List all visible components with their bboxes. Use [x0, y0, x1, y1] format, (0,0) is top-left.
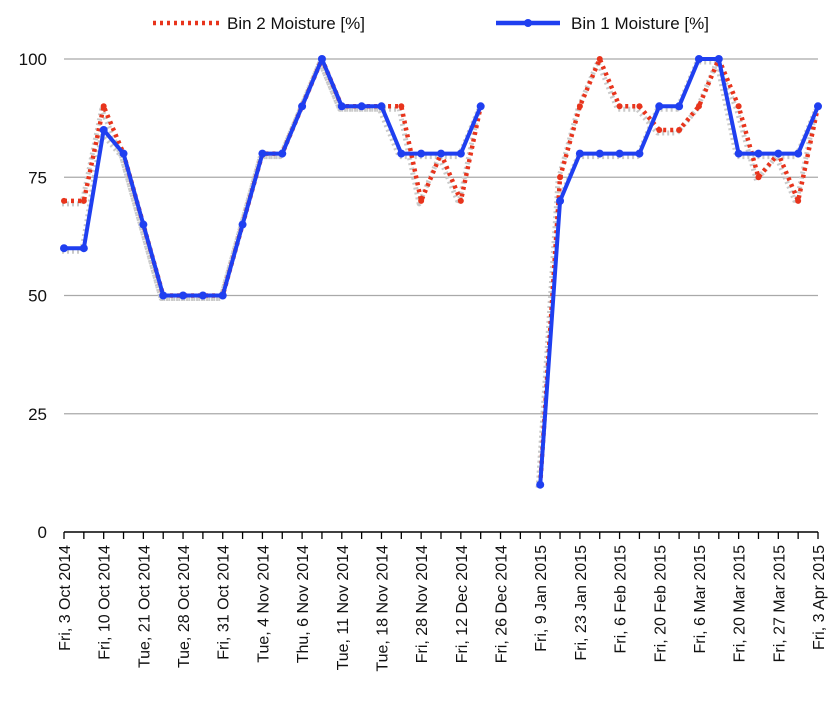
x-tick-label: Fri, 10 Oct 2014 — [97, 545, 114, 660]
y-tick-label: 0 — [38, 523, 47, 542]
x-tick-label: Fri, 12 Dec 2014 — [454, 545, 471, 663]
data-point-bin1 — [317, 55, 326, 63]
data-point-bin2 — [576, 103, 583, 110]
data-point-bin2 — [398, 103, 405, 110]
data-point-bin1 — [278, 149, 287, 158]
x-tick-label: Fri, 27 Mar 2015 — [771, 545, 788, 662]
y-tick-label: 50 — [28, 287, 47, 306]
data-point-bin1 — [754, 149, 763, 158]
data-point-bin1 — [198, 291, 207, 300]
x-tick-label: Fri, 6 Mar 2015 — [692, 545, 709, 654]
y-tick-label: 25 — [28, 405, 47, 424]
series-lines — [60, 55, 822, 489]
x-tick-label: Fri, 6 Feb 2015 — [613, 545, 630, 654]
data-point-bin1 — [258, 149, 267, 158]
x-tick-label: Tue, 21 Oct 2014 — [136, 545, 153, 668]
data-point-bin1 — [437, 149, 445, 158]
data-point-bin1 — [456, 149, 465, 158]
data-point-bin1 — [60, 244, 68, 253]
x-tick-label: Tue, 11 Nov 2014 — [335, 545, 352, 671]
data-point-bin1 — [377, 102, 386, 111]
gridlines — [64, 58, 818, 415]
data-point-bin1 — [675, 102, 684, 111]
data-point-bin2 — [656, 126, 663, 133]
data-point-bin1 — [179, 291, 188, 300]
x-tick-label: Fri, 31 Oct 2014 — [216, 545, 233, 660]
series-shadow — [535, 59, 819, 488]
data-point-bin2 — [596, 56, 603, 62]
x-axis — [63, 531, 819, 539]
data-point-bin1 — [556, 196, 565, 205]
x-tick-label: Fri, 26 Dec 2014 — [494, 545, 511, 663]
data-point-bin2 — [61, 197, 67, 204]
data-point-bin1 — [575, 149, 584, 158]
data-point-bin1 — [357, 102, 366, 111]
legend-label-bin2: Bin 2 Moisture [%] — [227, 14, 365, 33]
data-point-bin1 — [476, 102, 485, 111]
x-tick-label: Fri, 28 Nov 2014 — [414, 545, 431, 663]
y-tick-labels: 0 25 50 75 100 — [19, 50, 47, 542]
data-point-bin1 — [159, 291, 168, 300]
data-point-bin1 — [734, 149, 743, 158]
data-point-bin1 — [615, 149, 624, 158]
data-point-bin1 — [655, 102, 664, 111]
data-point-bin1 — [238, 220, 247, 229]
data-point-bin2 — [457, 197, 464, 204]
data-point-bin2 — [557, 174, 564, 181]
data-point-bin1 — [417, 149, 426, 158]
data-point-bin1 — [714, 55, 723, 63]
data-point-bin1 — [337, 102, 346, 111]
x-tick-labels: Fri, 3 Oct 2014 Fri, 10 Oct 2014 Tue, 21 O… — [57, 545, 828, 672]
x-tick-label: Tue, 4 Nov 2014 — [255, 545, 272, 663]
x-tick-label: Tue, 18 Nov 2014 — [374, 545, 391, 672]
data-point-bin1 — [536, 480, 545, 489]
data-point-bin1 — [397, 149, 406, 158]
data-point-bin1 — [595, 149, 604, 158]
data-point-bin2 — [735, 103, 742, 110]
y-tick-label: 75 — [28, 168, 47, 187]
data-point-bin1 — [79, 244, 88, 253]
data-point-bin2 — [695, 103, 702, 110]
data-point-bin1 — [119, 149, 128, 158]
data-point-bin1 — [814, 102, 822, 111]
series-shadow — [62, 59, 482, 301]
data-point-bin2 — [676, 126, 683, 133]
data-point-bin2 — [795, 197, 802, 204]
data-point-bin2 — [100, 103, 107, 110]
data-point-bin2 — [80, 197, 87, 204]
series-shadow — [62, 59, 481, 301]
data-point-bin2 — [616, 103, 623, 110]
series-line-bin1 — [64, 57, 483, 298]
x-tick-label: Fri, 20 Mar 2015 — [732, 545, 749, 662]
data-point-bin1 — [298, 102, 307, 111]
legend-marker-bin1 — [524, 19, 532, 27]
x-tick-label: Fri, 23 Jan 2015 — [573, 545, 590, 661]
legend-label-bin1: Bin 1 Moisture [%] — [571, 14, 709, 33]
series-shadow — [535, 59, 819, 488]
data-point-bin2 — [755, 174, 762, 181]
x-tick-label: Tue, 28 Oct 2014 — [176, 545, 193, 668]
x-tick-label: Fri, 20 Feb 2015 — [652, 545, 669, 663]
series-shadows — [62, 59, 819, 488]
x-tick-label: Thu, 6 Nov 2014 — [295, 545, 312, 663]
x-tick-label: Fri, 9 Jan 2015 — [533, 545, 550, 652]
data-point-bin1 — [635, 149, 644, 158]
data-point-bin1 — [139, 220, 148, 229]
data-point-bin2 — [418, 197, 425, 204]
series-line-bin1 — [538, 57, 820, 485]
data-point-bin1 — [694, 55, 703, 63]
x-tick-label: Fri, 3 Oct 2014 — [57, 545, 74, 651]
legend: Bin 2 Moisture [%] Bin 1 Moisture [%] — [153, 14, 709, 33]
x-tick-label: Fri, 3 Apr 2015 — [811, 545, 828, 650]
data-point-bin1 — [774, 149, 783, 158]
data-point-bin1 — [218, 291, 227, 300]
data-point-bin1 — [99, 125, 108, 134]
y-tick-label: 100 — [19, 50, 47, 69]
series-line-bin2 — [537, 56, 821, 485]
data-point-bin2 — [636, 103, 643, 110]
data-point-bin1 — [794, 149, 803, 158]
